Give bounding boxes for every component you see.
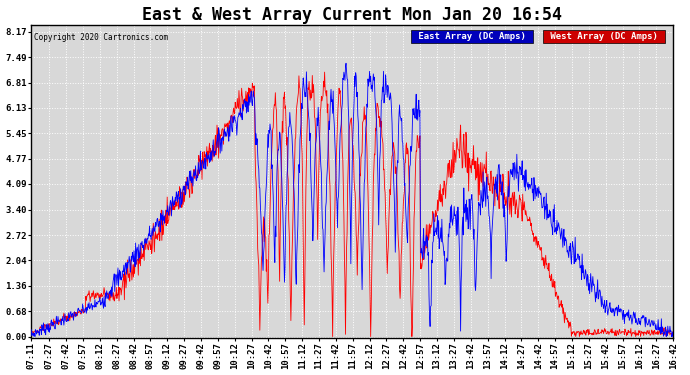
- Text: Copyright 2020 Cartronics.com: Copyright 2020 Cartronics.com: [34, 33, 168, 42]
- Text: West Array (DC Amps): West Array (DC Amps): [545, 32, 663, 41]
- Title: East & West Array Current Mon Jan 20 16:54: East & West Array Current Mon Jan 20 16:…: [142, 6, 562, 24]
- Text: East Array (DC Amps): East Array (DC Amps): [413, 32, 531, 41]
